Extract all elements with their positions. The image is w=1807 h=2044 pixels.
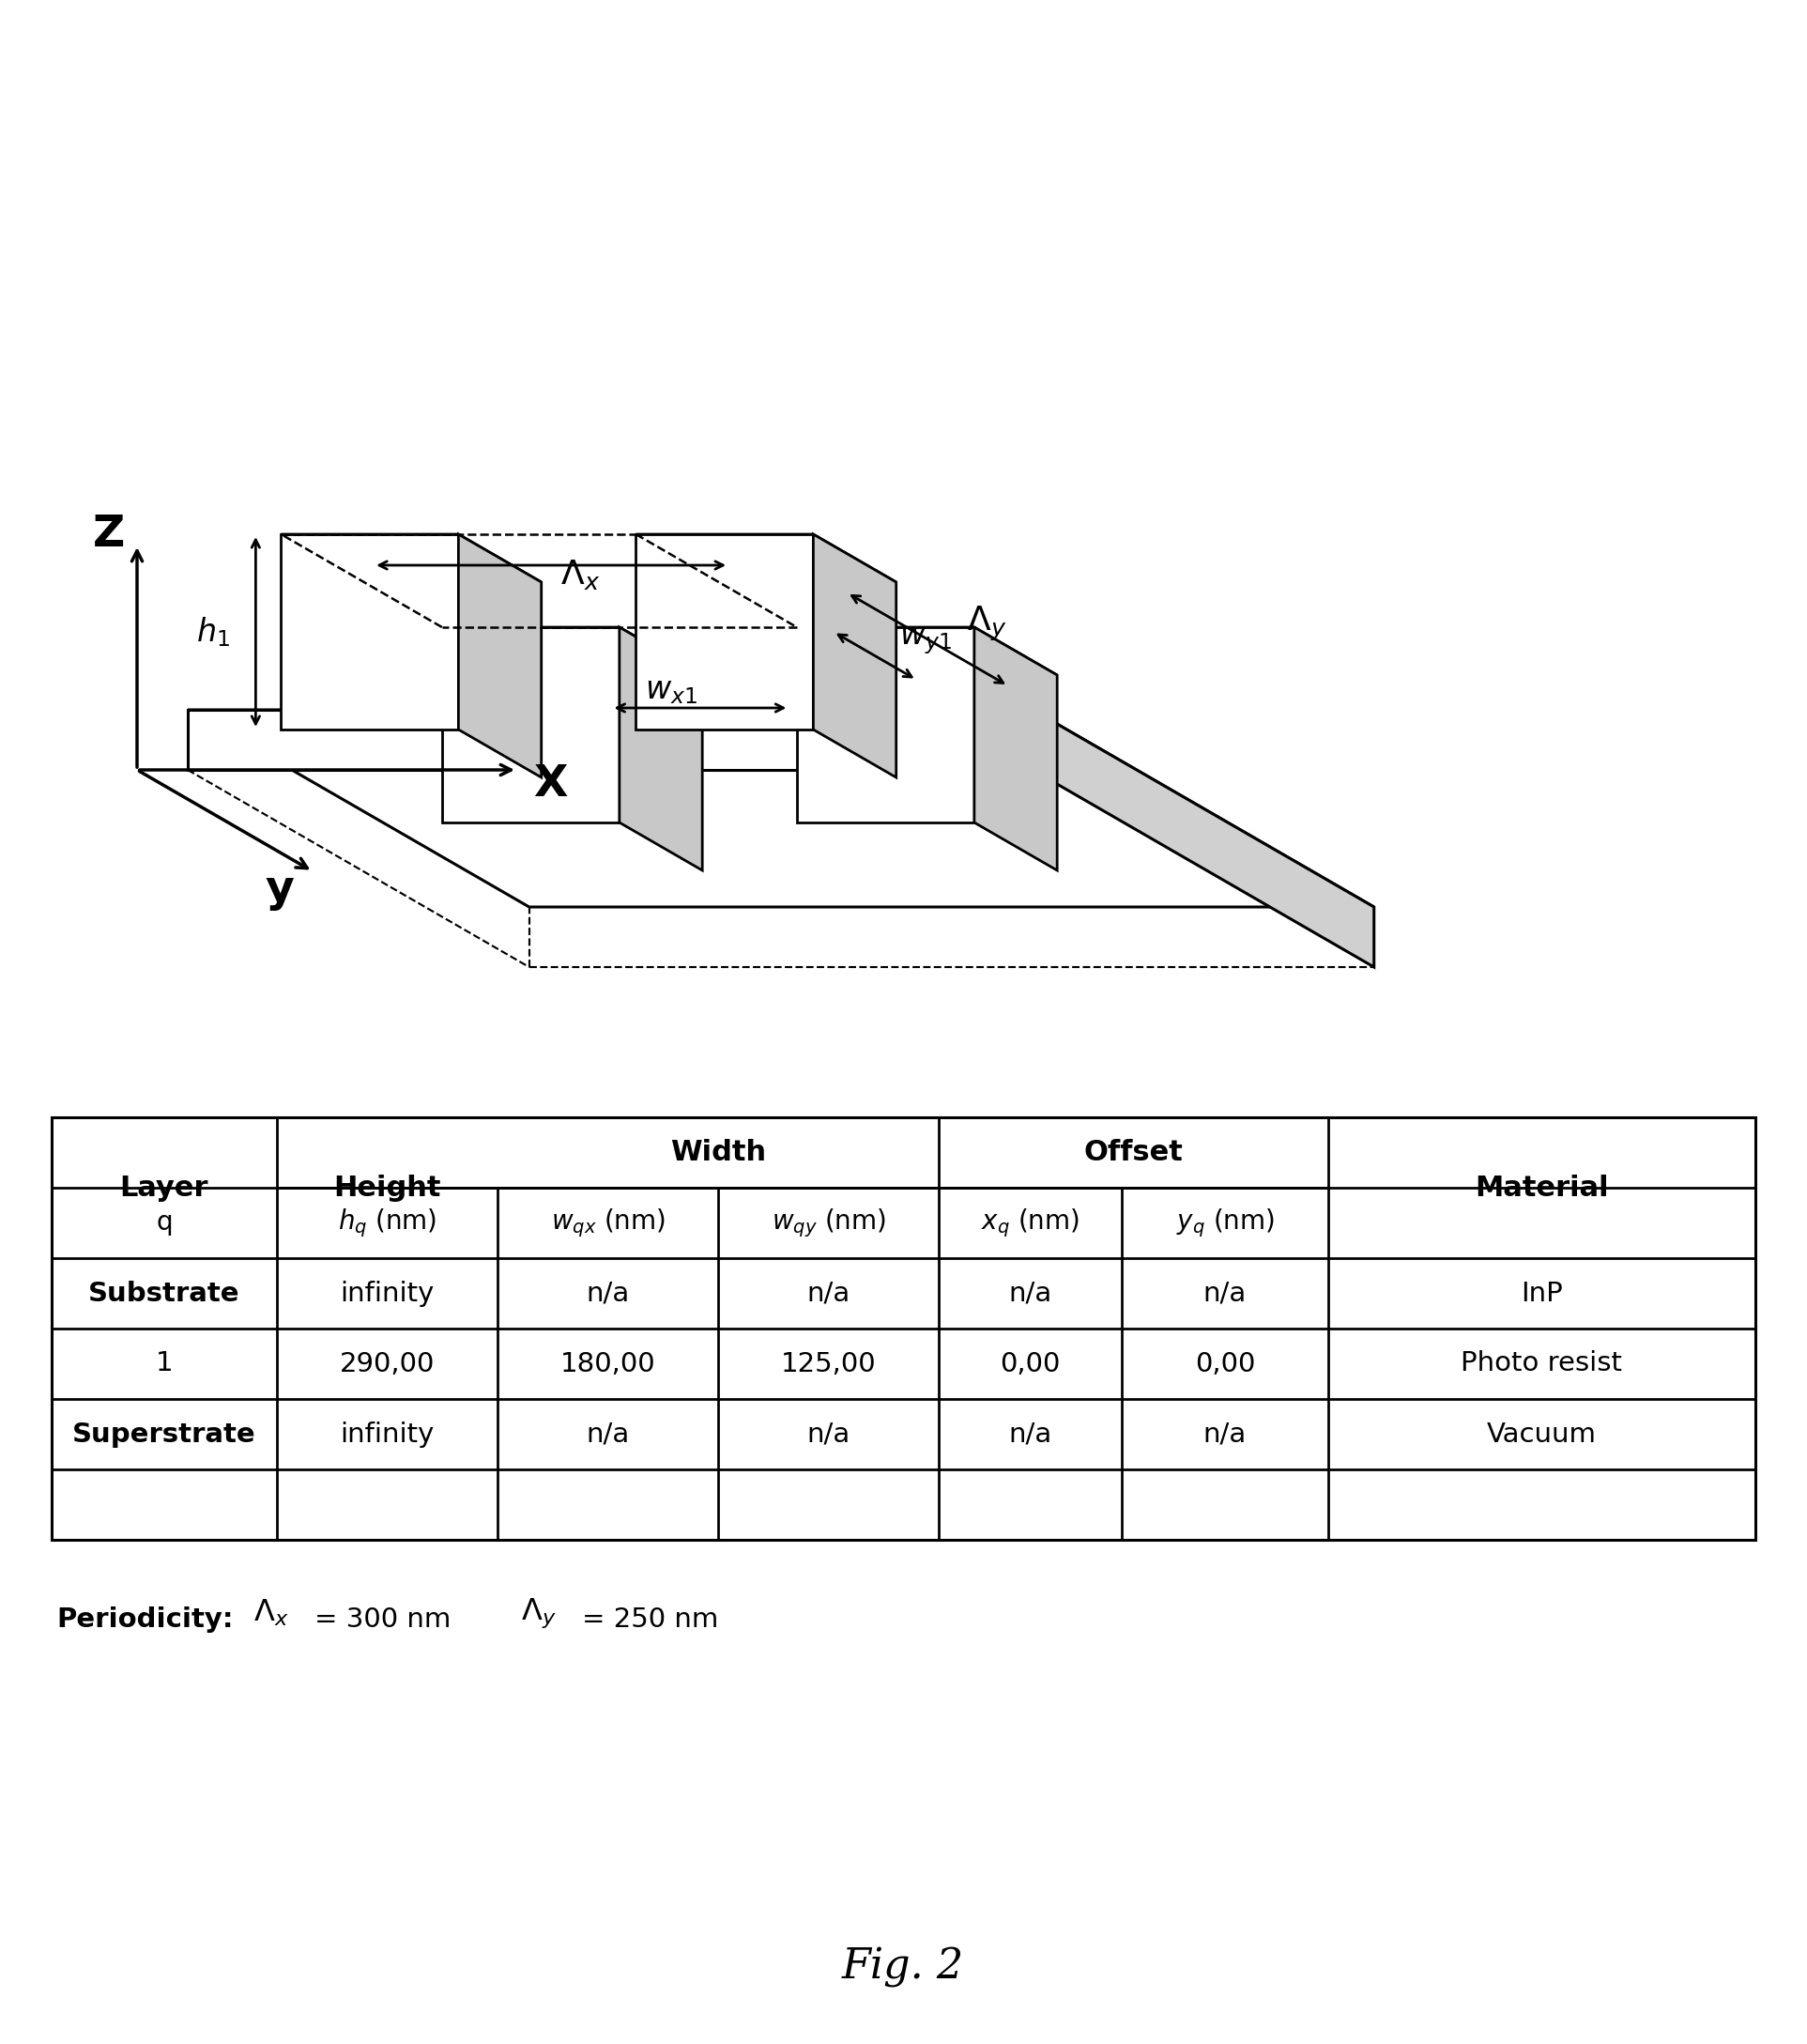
Text: infinity: infinity bbox=[340, 1280, 434, 1306]
Text: n/a: n/a bbox=[585, 1421, 629, 1447]
Text: 0,00: 0,00 bbox=[999, 1351, 1061, 1378]
Text: Fig. 2: Fig. 2 bbox=[842, 1946, 965, 1987]
Polygon shape bbox=[974, 628, 1057, 871]
Text: $h_1$: $h_1$ bbox=[197, 615, 229, 648]
Text: q: q bbox=[155, 1210, 172, 1237]
Text: 180,00: 180,00 bbox=[560, 1351, 656, 1378]
Text: $x_q$ (nm): $x_q$ (nm) bbox=[981, 1206, 1079, 1239]
Text: Material: Material bbox=[1475, 1173, 1608, 1202]
Text: Z: Z bbox=[92, 513, 125, 556]
Polygon shape bbox=[620, 628, 703, 871]
Text: n/a: n/a bbox=[1008, 1280, 1052, 1306]
Polygon shape bbox=[188, 709, 1373, 908]
Text: $\Lambda_y$: $\Lambda_y$ bbox=[967, 605, 1006, 644]
Polygon shape bbox=[636, 533, 896, 583]
Polygon shape bbox=[459, 533, 542, 777]
Polygon shape bbox=[188, 709, 1032, 771]
Text: Periodicity:: Periodicity: bbox=[56, 1607, 233, 1633]
Text: $\Lambda_x$: $\Lambda_x$ bbox=[253, 1598, 289, 1629]
Text: $w_{x1}$: $w_{x1}$ bbox=[645, 677, 698, 705]
Text: = 300 nm: = 300 nm bbox=[314, 1607, 452, 1633]
Text: InP: InP bbox=[1521, 1280, 1563, 1306]
Text: n/a: n/a bbox=[1008, 1421, 1052, 1447]
Text: 290,00: 290,00 bbox=[340, 1351, 435, 1378]
Text: n/a: n/a bbox=[585, 1280, 629, 1306]
Text: Height: Height bbox=[334, 1173, 441, 1202]
Text: 125,00: 125,00 bbox=[781, 1351, 876, 1378]
Text: Width: Width bbox=[670, 1139, 766, 1167]
Text: 0,00: 0,00 bbox=[1194, 1351, 1256, 1378]
Polygon shape bbox=[282, 533, 542, 583]
Polygon shape bbox=[443, 628, 620, 822]
Text: $h_q$ (nm): $h_q$ (nm) bbox=[338, 1206, 437, 1239]
Text: Offset: Offset bbox=[1084, 1139, 1184, 1167]
Text: y: y bbox=[266, 869, 295, 912]
Text: n/a: n/a bbox=[806, 1421, 849, 1447]
Text: Vacuum: Vacuum bbox=[1487, 1421, 1597, 1447]
Text: $y_q$ (nm): $y_q$ (nm) bbox=[1176, 1206, 1274, 1239]
Text: n/a: n/a bbox=[806, 1280, 849, 1306]
Polygon shape bbox=[282, 533, 459, 730]
Text: = 250 nm: = 250 nm bbox=[582, 1607, 719, 1633]
Text: Superstrate: Superstrate bbox=[72, 1421, 257, 1447]
Text: Photo resist: Photo resist bbox=[1462, 1351, 1623, 1378]
Text: $\Lambda_y$: $\Lambda_y$ bbox=[520, 1596, 557, 1629]
Text: n/a: n/a bbox=[1203, 1280, 1247, 1306]
Polygon shape bbox=[636, 533, 813, 730]
Text: Substrate: Substrate bbox=[89, 1280, 240, 1306]
Text: n/a: n/a bbox=[1203, 1421, 1247, 1447]
Text: $w_{y1}$: $w_{y1}$ bbox=[900, 625, 952, 656]
Text: Layer: Layer bbox=[119, 1173, 208, 1202]
Text: $w_{qy}$ (nm): $w_{qy}$ (nm) bbox=[772, 1206, 885, 1239]
Text: infinity: infinity bbox=[340, 1421, 434, 1447]
Polygon shape bbox=[443, 628, 703, 675]
Polygon shape bbox=[797, 628, 1057, 675]
Polygon shape bbox=[797, 628, 974, 822]
Bar bbox=[52, 1118, 1755, 1539]
Text: $w_{qx}$ (nm): $w_{qx}$ (nm) bbox=[551, 1206, 665, 1239]
Text: $\Lambda_x$: $\Lambda_x$ bbox=[560, 558, 600, 591]
Polygon shape bbox=[1032, 709, 1373, 967]
Text: 1: 1 bbox=[155, 1351, 173, 1378]
Polygon shape bbox=[813, 533, 896, 777]
Text: X: X bbox=[533, 762, 567, 805]
